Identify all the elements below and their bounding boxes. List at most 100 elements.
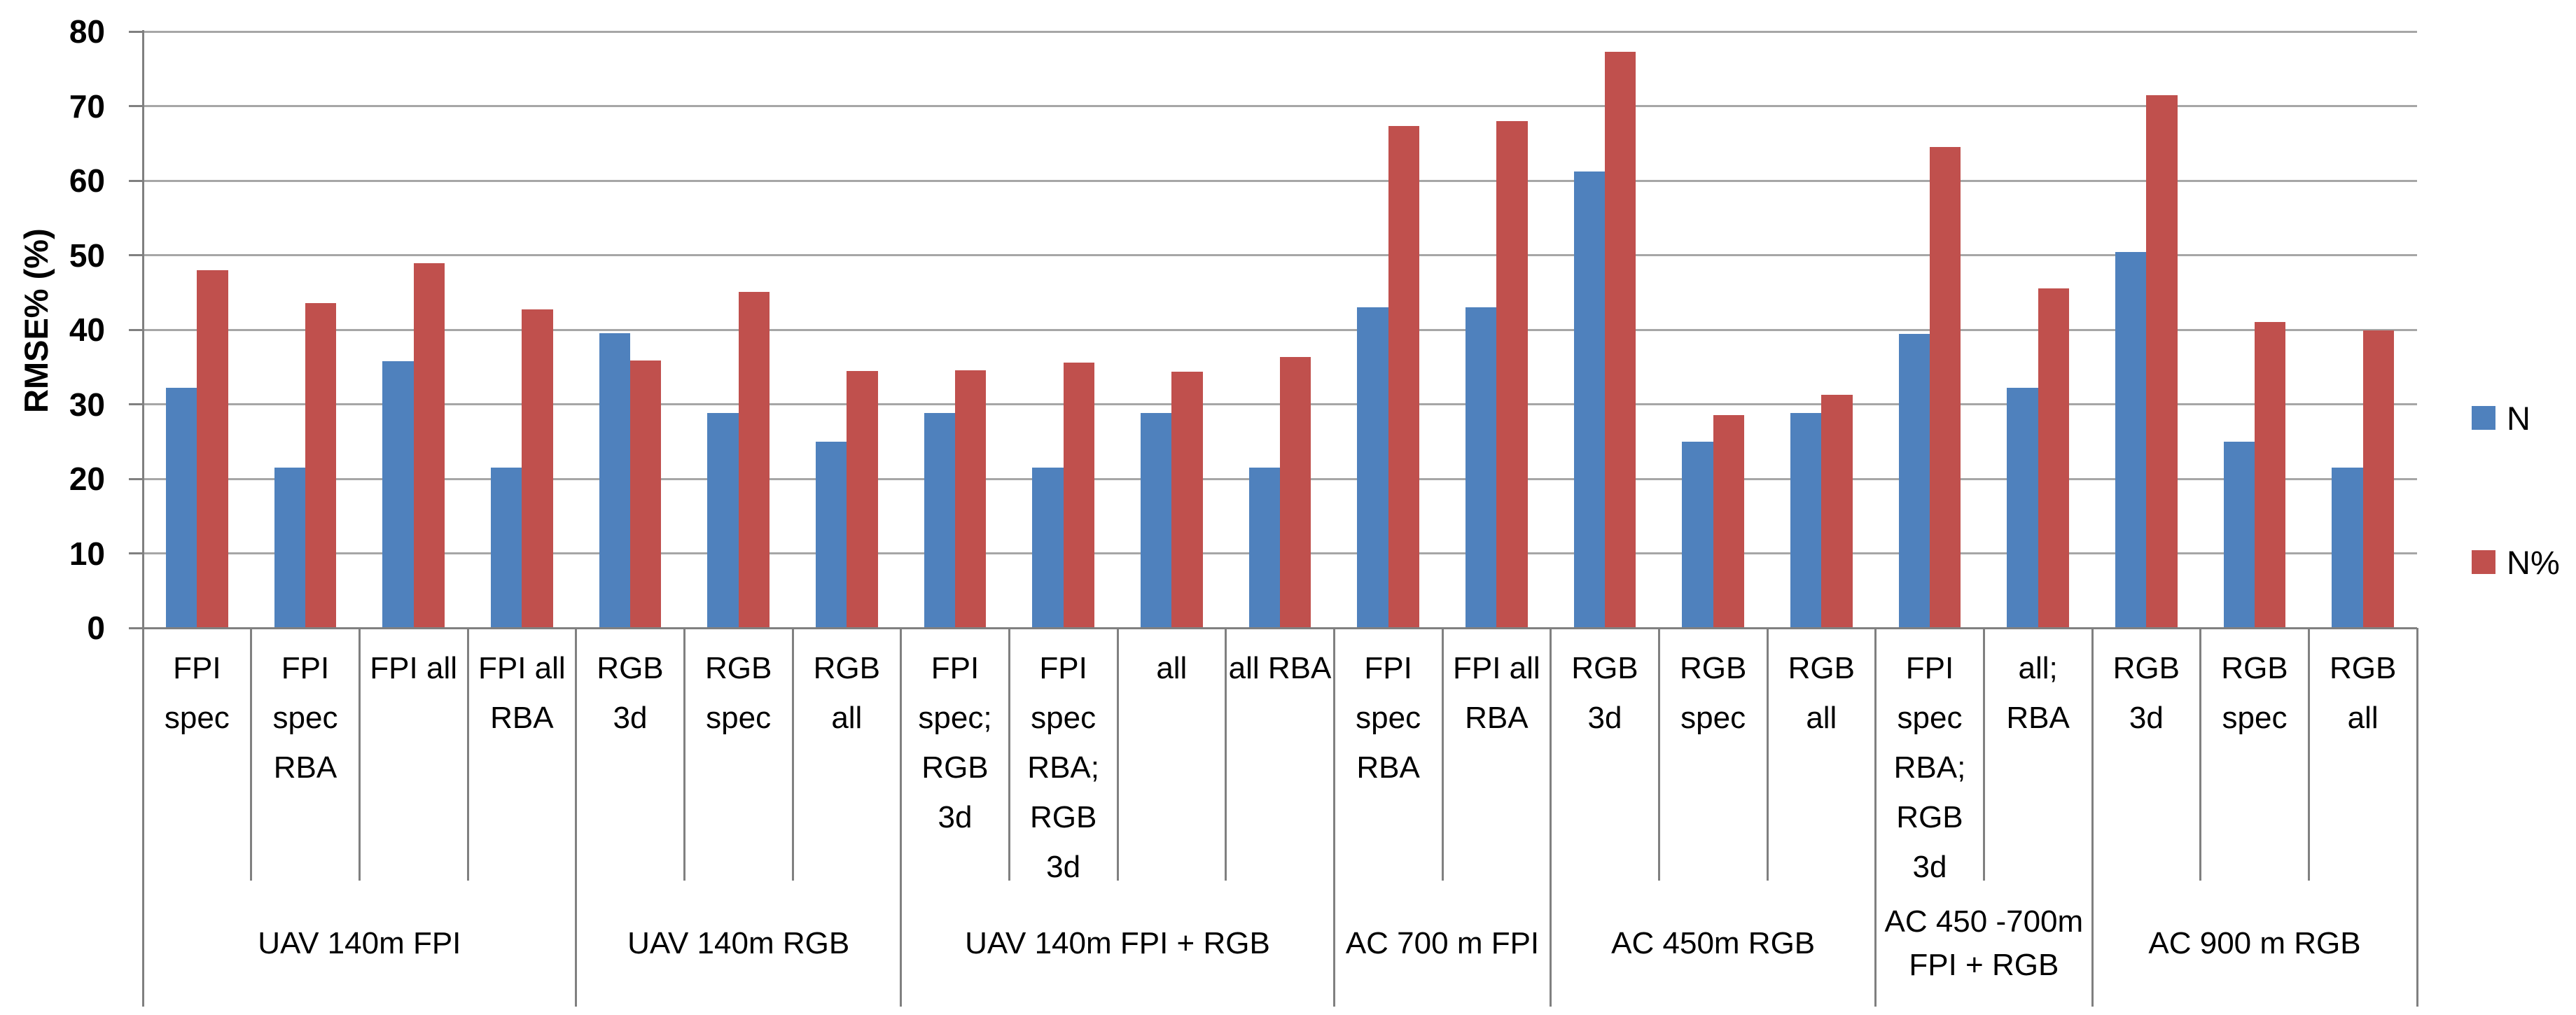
bar-npct-11 xyxy=(1280,357,1311,628)
bar-npct-17 xyxy=(1930,147,1961,628)
group-label-1: UAV 140m FPI xyxy=(258,926,461,960)
category-label-14: RGB 3d xyxy=(1571,651,1638,735)
bar-n-21 xyxy=(2332,468,2363,628)
bar-npct-14 xyxy=(1605,51,1636,628)
category-separator xyxy=(1116,628,1119,881)
category-label-11: all RBA xyxy=(1228,651,1332,685)
category-label-1: FPI spec xyxy=(164,651,230,735)
category-label-13: FPI all RBA xyxy=(1452,651,1540,735)
bar-npct-4 xyxy=(522,309,553,628)
bar-n-2 xyxy=(274,468,305,628)
bar-n-6 xyxy=(707,413,739,628)
bar-npct-7 xyxy=(847,370,878,628)
category-label-10: all xyxy=(1156,651,1188,685)
bar-npct-21 xyxy=(2362,330,2394,628)
y-tick-20 xyxy=(129,477,143,480)
group-separator xyxy=(900,628,903,1007)
group-label-5: AC 450m RGB xyxy=(1611,926,1816,960)
category-label-4: FPI all RBA xyxy=(478,651,566,735)
bar-npct-6 xyxy=(738,291,770,628)
bar-n-3 xyxy=(382,360,414,628)
bar-npct-8 xyxy=(955,370,987,628)
legend-swatch-n-icon xyxy=(2472,406,2495,430)
bar-npct-5 xyxy=(630,360,662,628)
bar-n-1 xyxy=(166,388,197,628)
category-label-16: RGB all xyxy=(1788,651,1855,735)
y-tick-label-40: 40 xyxy=(69,312,105,348)
category-label-7: RGB all xyxy=(813,651,880,735)
y-tick-label-30: 30 xyxy=(69,386,105,423)
bar-n-13 xyxy=(1465,307,1497,628)
group-label-7: AC 900 m RGB xyxy=(2148,926,2361,960)
group-label-2: UAV 140m RGB xyxy=(627,926,850,960)
y-tick-label-50: 50 xyxy=(69,237,105,274)
legend-item-n: N xyxy=(2472,400,2530,437)
category-separator xyxy=(2307,628,2310,881)
y-tick-80 xyxy=(129,30,143,33)
category-label-19: RGB 3d xyxy=(2112,651,2180,735)
category-label-12: FPI spec RBA xyxy=(1356,651,1421,785)
legend-label-npct: N% xyxy=(2507,543,2560,581)
bar-n-10 xyxy=(1141,413,1172,628)
bar-n-14 xyxy=(1573,172,1605,628)
y-tick-label-10: 10 xyxy=(69,535,105,572)
bar-n-11 xyxy=(1248,468,1280,628)
y-tick-label-70: 70 xyxy=(69,88,105,125)
bar-npct-10 xyxy=(1171,371,1203,628)
category-separator xyxy=(2199,628,2202,881)
bar-npct-13 xyxy=(1496,120,1528,628)
category-label-9: FPI spec RBA; RGB 3d xyxy=(1027,651,1099,884)
x-axis-line xyxy=(143,626,2417,629)
group-label-6: AC 450 -700m FPI + RGB xyxy=(1884,904,2084,982)
category-label-2: FPI spec RBA xyxy=(272,651,338,785)
y-tick-70 xyxy=(129,105,143,107)
bar-npct-20 xyxy=(2255,322,2286,628)
y-tick-label-0: 0 xyxy=(87,610,105,646)
category-separator xyxy=(466,628,469,881)
bar-n-8 xyxy=(924,413,955,628)
bar-npct-9 xyxy=(1063,362,1094,628)
bar-npct-18 xyxy=(2038,288,2069,628)
category-separator xyxy=(358,628,361,881)
y-tick-label-60: 60 xyxy=(69,162,105,199)
gridline-80 xyxy=(143,30,2417,33)
legend-label-n: N xyxy=(2507,399,2530,437)
group-separator xyxy=(1874,628,1877,1007)
group-separator xyxy=(2091,628,2094,1007)
category-separator xyxy=(1225,628,1227,881)
gridline-60 xyxy=(143,179,2417,182)
bar-npct-15 xyxy=(1713,415,1744,628)
category-label-15: RGB spec xyxy=(1679,651,1747,735)
bar-npct-1 xyxy=(197,270,228,628)
group-separator xyxy=(575,628,578,1007)
bar-n-16 xyxy=(1790,413,1822,628)
y-tick-40 xyxy=(129,328,143,331)
category-label-20: RGB spec xyxy=(2221,651,2288,735)
y-tick-label-80: 80 xyxy=(69,13,105,50)
category-separator xyxy=(1766,628,1769,881)
category-label-3: FPI all xyxy=(370,651,457,685)
label-area-right-border xyxy=(2416,628,2418,1007)
bar-n-17 xyxy=(1898,334,1930,628)
category-label-6: RGB spec xyxy=(704,651,772,735)
category-label-21: RGB all xyxy=(2329,651,2397,735)
category-label-18: all; RBA xyxy=(2006,651,2070,735)
category-separator xyxy=(250,628,253,881)
gridline-40 xyxy=(143,328,2417,331)
bar-n-9 xyxy=(1032,468,1064,628)
group-label-3: UAV 140m FPI + RGB xyxy=(965,926,1270,960)
category-separator xyxy=(1008,628,1010,881)
bar-npct-2 xyxy=(305,302,337,628)
y-axis-line xyxy=(141,30,144,1007)
category-separator xyxy=(683,628,685,881)
category-label-5: RGB 3d xyxy=(597,651,664,735)
y-tick-label-20: 20 xyxy=(69,461,105,497)
bar-npct-12 xyxy=(1388,126,1419,628)
y-tick-30 xyxy=(129,403,143,405)
bar-n-20 xyxy=(2223,441,2255,628)
bar-n-5 xyxy=(599,333,630,628)
bar-n-18 xyxy=(2007,388,2038,628)
category-separator xyxy=(791,628,794,881)
